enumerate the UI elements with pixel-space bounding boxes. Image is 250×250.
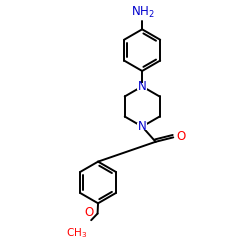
- Text: NH$_2$: NH$_2$: [132, 5, 155, 20]
- Text: O: O: [176, 130, 186, 143]
- Text: N: N: [138, 80, 146, 93]
- Bar: [137, 83, 147, 90]
- Text: CH$_3$: CH$_3$: [66, 226, 87, 239]
- Bar: [137, 123, 147, 130]
- Text: O: O: [84, 206, 93, 219]
- Text: N: N: [138, 120, 146, 133]
